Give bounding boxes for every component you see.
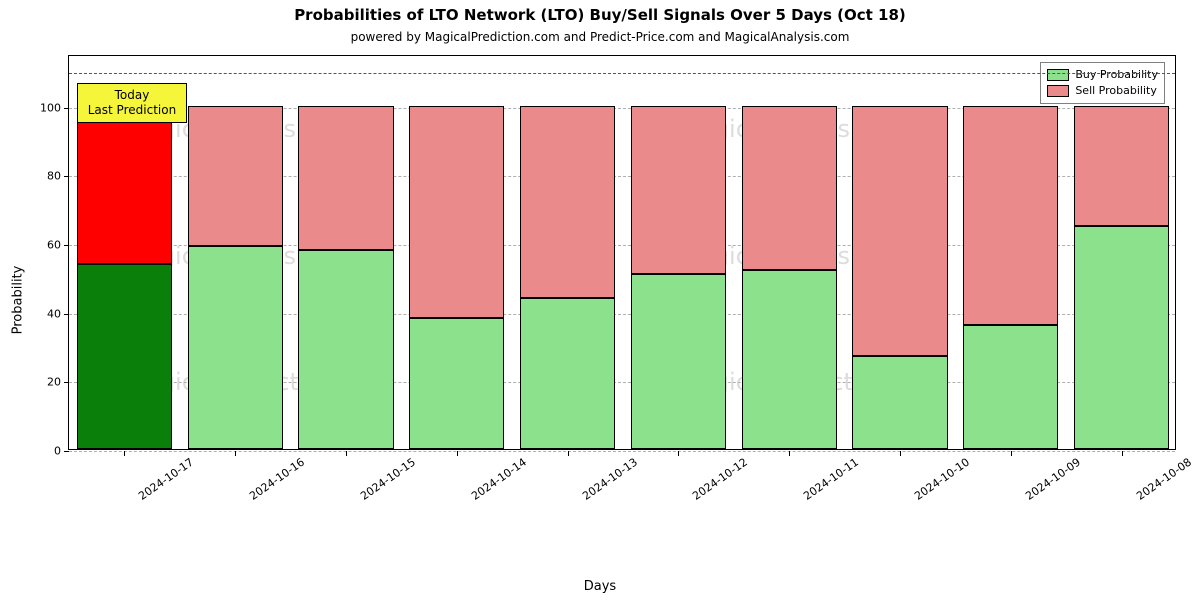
bar [298, 54, 393, 449]
bar [188, 54, 283, 449]
x-tick-label: 2024-10-12 [686, 449, 750, 503]
today-annotation: TodayLast Prediction [77, 83, 187, 123]
plot-area: MagicalAnalysis.comMagicalAnalysis.comMa… [68, 55, 1176, 450]
bar-segment-buy [1074, 226, 1169, 449]
y-tick-label: 80 [47, 170, 69, 183]
bar-segment-buy [742, 270, 837, 449]
chart-container: Probabilities of LTO Network (LTO) Buy/S… [0, 0, 1200, 600]
chart-title: Probabilities of LTO Network (LTO) Buy/S… [0, 6, 1200, 24]
bar [409, 54, 504, 449]
y-tick-label: 20 [47, 376, 69, 389]
bar-segment-sell [742, 106, 837, 271]
bar-segment-sell [1074, 106, 1169, 226]
bar-segment-buy [631, 274, 726, 449]
bar-segment-buy [77, 264, 172, 449]
x-tick-label: 2024-10-11 [797, 449, 861, 503]
x-tick-label: 2024-10-17 [132, 449, 196, 503]
bar [520, 54, 615, 449]
bar-segment-sell [631, 106, 726, 274]
bar-segment-sell [963, 106, 1058, 326]
x-tick-label: 2024-10-09 [1018, 449, 1082, 503]
bar [1074, 54, 1169, 449]
bar [742, 54, 837, 449]
bar-segment-sell [409, 106, 504, 319]
bar-segment-sell [852, 106, 947, 357]
x-tick-label: 2024-10-10 [908, 449, 972, 503]
bar-segment-sell [520, 106, 615, 298]
x-tick-label: 2024-10-14 [464, 449, 528, 503]
bar-segment-buy [520, 298, 615, 449]
bar-segment-buy [409, 318, 504, 449]
y-tick-label: 100 [40, 101, 69, 114]
chart-subtitle: powered by MagicalPrediction.com and Pre… [0, 30, 1200, 44]
bar-segment-sell [298, 106, 393, 250]
bar [631, 54, 726, 449]
y-tick-label: 40 [47, 307, 69, 320]
bar [852, 54, 947, 449]
bar-segment-buy [963, 325, 1058, 449]
y-tick-label: 0 [54, 445, 69, 458]
bar-segment-sell [77, 106, 172, 264]
bar-segment-sell [188, 106, 283, 247]
x-tick-label: 2024-10-16 [243, 449, 307, 503]
x-tick-label: 2024-10-13 [575, 449, 639, 503]
bar-segment-buy [298, 250, 393, 449]
y-tick-label: 60 [47, 238, 69, 251]
y-axis-label: Probability [11, 266, 26, 335]
x-tick-label: 2024-10-08 [1129, 449, 1193, 503]
bar-segment-buy [852, 356, 947, 449]
x-axis-label: Days [0, 579, 1200, 594]
x-tick-label: 2024-10-15 [354, 449, 418, 503]
bar [963, 54, 1058, 449]
bar-segment-buy [188, 246, 283, 449]
